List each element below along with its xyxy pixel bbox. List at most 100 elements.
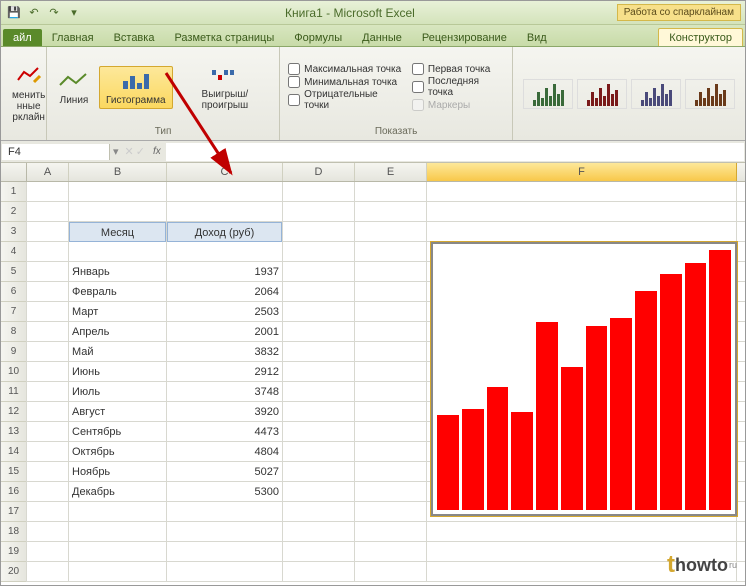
cell[interactable]: 2912 bbox=[167, 362, 282, 382]
row-header[interactable]: 10 bbox=[1, 362, 27, 382]
sparkline-chart[interactable] bbox=[431, 242, 737, 516]
check-min-point[interactable]: Минимальная точка bbox=[288, 76, 402, 88]
select-all-corner[interactable] bbox=[1, 163, 27, 181]
cell[interactable]: Февраль bbox=[69, 282, 166, 302]
cell[interactable]: 3748 bbox=[167, 382, 282, 402]
row-header[interactable]: 18 bbox=[1, 522, 27, 542]
tab-insert[interactable]: Вставка bbox=[104, 29, 165, 46]
row-header[interactable]: 11 bbox=[1, 382, 27, 402]
ribbon-group-data: менить нные рклайн bbox=[1, 47, 47, 140]
check-last-point[interactable]: Последняя точка bbox=[412, 76, 504, 98]
cell[interactable]: Доход (руб) bbox=[167, 222, 282, 242]
cell[interactable]: 2503 bbox=[167, 302, 282, 322]
sparkline-style-swatch[interactable] bbox=[631, 79, 681, 109]
winloss-button[interactable]: Выигрыш/проигрыш bbox=[175, 60, 276, 114]
row-header[interactable]: 5 bbox=[1, 262, 27, 282]
cell[interactable]: Декабрь bbox=[69, 482, 166, 502]
row-header[interactable]: 1 bbox=[1, 182, 27, 202]
line-icon bbox=[58, 69, 90, 93]
histogram-button[interactable]: Гистограмма bbox=[99, 66, 173, 109]
row-header[interactable]: 16 bbox=[1, 482, 27, 502]
sparkline-style-swatch[interactable] bbox=[685, 79, 735, 109]
cell[interactable]: Март bbox=[69, 302, 166, 322]
name-box[interactable]: F4 bbox=[2, 144, 110, 160]
tab-data[interactable]: Данные bbox=[352, 29, 412, 46]
save-icon[interactable]: 💾 bbox=[5, 4, 23, 22]
chart-bar bbox=[487, 387, 509, 510]
tab-formulas[interactable]: Формулы bbox=[284, 29, 352, 46]
column-headers: ABCDEF bbox=[1, 163, 745, 182]
cell[interactable]: Январь bbox=[69, 262, 166, 282]
cell[interactable]: 3920 bbox=[167, 402, 282, 422]
tab-view[interactable]: Вид bbox=[517, 29, 557, 46]
ribbon-group-show: Максимальная точка Минимальная точка Отр… bbox=[280, 47, 513, 140]
cell[interactable]: 4804 bbox=[167, 442, 282, 462]
watermark-t: t bbox=[667, 551, 675, 579]
row-header[interactable]: 2 bbox=[1, 202, 27, 222]
fx-accept-icon[interactable]: ✓ bbox=[136, 145, 145, 158]
column-header-B[interactable]: B bbox=[69, 163, 167, 181]
cell[interactable]: 1937 bbox=[167, 262, 282, 282]
cell[interactable]: Июль bbox=[69, 382, 166, 402]
redo-icon[interactable]: ↷ bbox=[45, 4, 63, 22]
row-header[interactable]: 9 bbox=[1, 342, 27, 362]
check-neg-points[interactable]: Отрицательные точки bbox=[288, 89, 402, 111]
histogram-icon bbox=[120, 69, 152, 93]
cell[interactable]: 2001 bbox=[167, 322, 282, 342]
fx-cancel-icon[interactable]: ✕ bbox=[125, 145, 134, 158]
row-header[interactable]: 6 bbox=[1, 282, 27, 302]
sparkline-style-swatch[interactable] bbox=[577, 79, 627, 109]
tab-page-layout[interactable]: Разметка страницы bbox=[164, 29, 284, 46]
fx-icon[interactable]: fx bbox=[149, 146, 165, 157]
cell[interactable]: 4473 bbox=[167, 422, 282, 442]
check-first-point[interactable]: Первая точка bbox=[412, 63, 504, 75]
cell[interactable]: Апрель bbox=[69, 322, 166, 342]
column-header-D[interactable]: D bbox=[283, 163, 355, 181]
check-max-point[interactable]: Максимальная точка bbox=[288, 63, 402, 75]
column-header-E[interactable]: E bbox=[355, 163, 427, 181]
chart-bar bbox=[586, 326, 608, 510]
tab-home[interactable]: Главная bbox=[42, 29, 104, 46]
row-header[interactable]: 12 bbox=[1, 402, 27, 422]
line-button[interactable]: Линия bbox=[51, 66, 97, 109]
edit-data-button[interactable]: менить нные рклайн bbox=[5, 61, 52, 126]
cell[interactable]: Май bbox=[69, 342, 166, 362]
formula-bar[interactable] bbox=[166, 143, 744, 161]
chart-bar bbox=[610, 318, 632, 510]
cell[interactable]: Октябрь bbox=[69, 442, 166, 462]
qat-dropdown-icon[interactable]: ▾ bbox=[65, 4, 83, 22]
row-header[interactable]: 4 bbox=[1, 242, 27, 262]
row-header[interactable]: 3 bbox=[1, 222, 27, 242]
cell[interactable]: 2064 bbox=[167, 282, 282, 302]
row-header[interactable]: 15 bbox=[1, 462, 27, 482]
tab-review[interactable]: Рецензирование bbox=[412, 29, 517, 46]
tab-file[interactable]: айл bbox=[3, 29, 42, 46]
cell[interactable]: 3832 bbox=[167, 342, 282, 362]
cell[interactable]: Сентябрь bbox=[69, 422, 166, 442]
row-header[interactable]: 7 bbox=[1, 302, 27, 322]
watermark-text: howto bbox=[675, 555, 728, 576]
sparkline-style-swatch[interactable] bbox=[523, 79, 573, 109]
cells-area[interactable]: МесяцДоход (руб)Январь1937Февраль2064Мар… bbox=[27, 182, 745, 582]
quick-access-toolbar: 💾 ↶ ↷ ▾ bbox=[5, 4, 83, 22]
cell[interactable]: Ноябрь bbox=[69, 462, 166, 482]
cell[interactable]: Июнь bbox=[69, 362, 166, 382]
check-markers[interactable]: Маркеры bbox=[412, 99, 504, 111]
cell[interactable]: Месяц bbox=[69, 222, 166, 242]
row-header[interactable]: 17 bbox=[1, 502, 27, 522]
cell[interactable]: 5300 bbox=[167, 482, 282, 502]
row-header[interactable]: 19 bbox=[1, 542, 27, 562]
cell[interactable]: Август bbox=[69, 402, 166, 422]
row-header[interactable]: 20 bbox=[1, 562, 27, 582]
row-header[interactable]: 8 bbox=[1, 322, 27, 342]
row-header[interactable]: 14 bbox=[1, 442, 27, 462]
undo-icon[interactable]: ↶ bbox=[25, 4, 43, 22]
tab-designer[interactable]: Конструктор bbox=[658, 28, 743, 46]
column-header-C[interactable]: C bbox=[167, 163, 283, 181]
column-header-F[interactable]: F bbox=[427, 163, 737, 181]
cell[interactable]: 5027 bbox=[167, 462, 282, 482]
namebox-dropdown-icon[interactable]: ▾ bbox=[111, 145, 121, 158]
column-header-A[interactable]: A bbox=[27, 163, 69, 181]
row-header[interactable]: 13 bbox=[1, 422, 27, 442]
row-headers: 1234567891011121314151617181920 bbox=[1, 182, 27, 582]
